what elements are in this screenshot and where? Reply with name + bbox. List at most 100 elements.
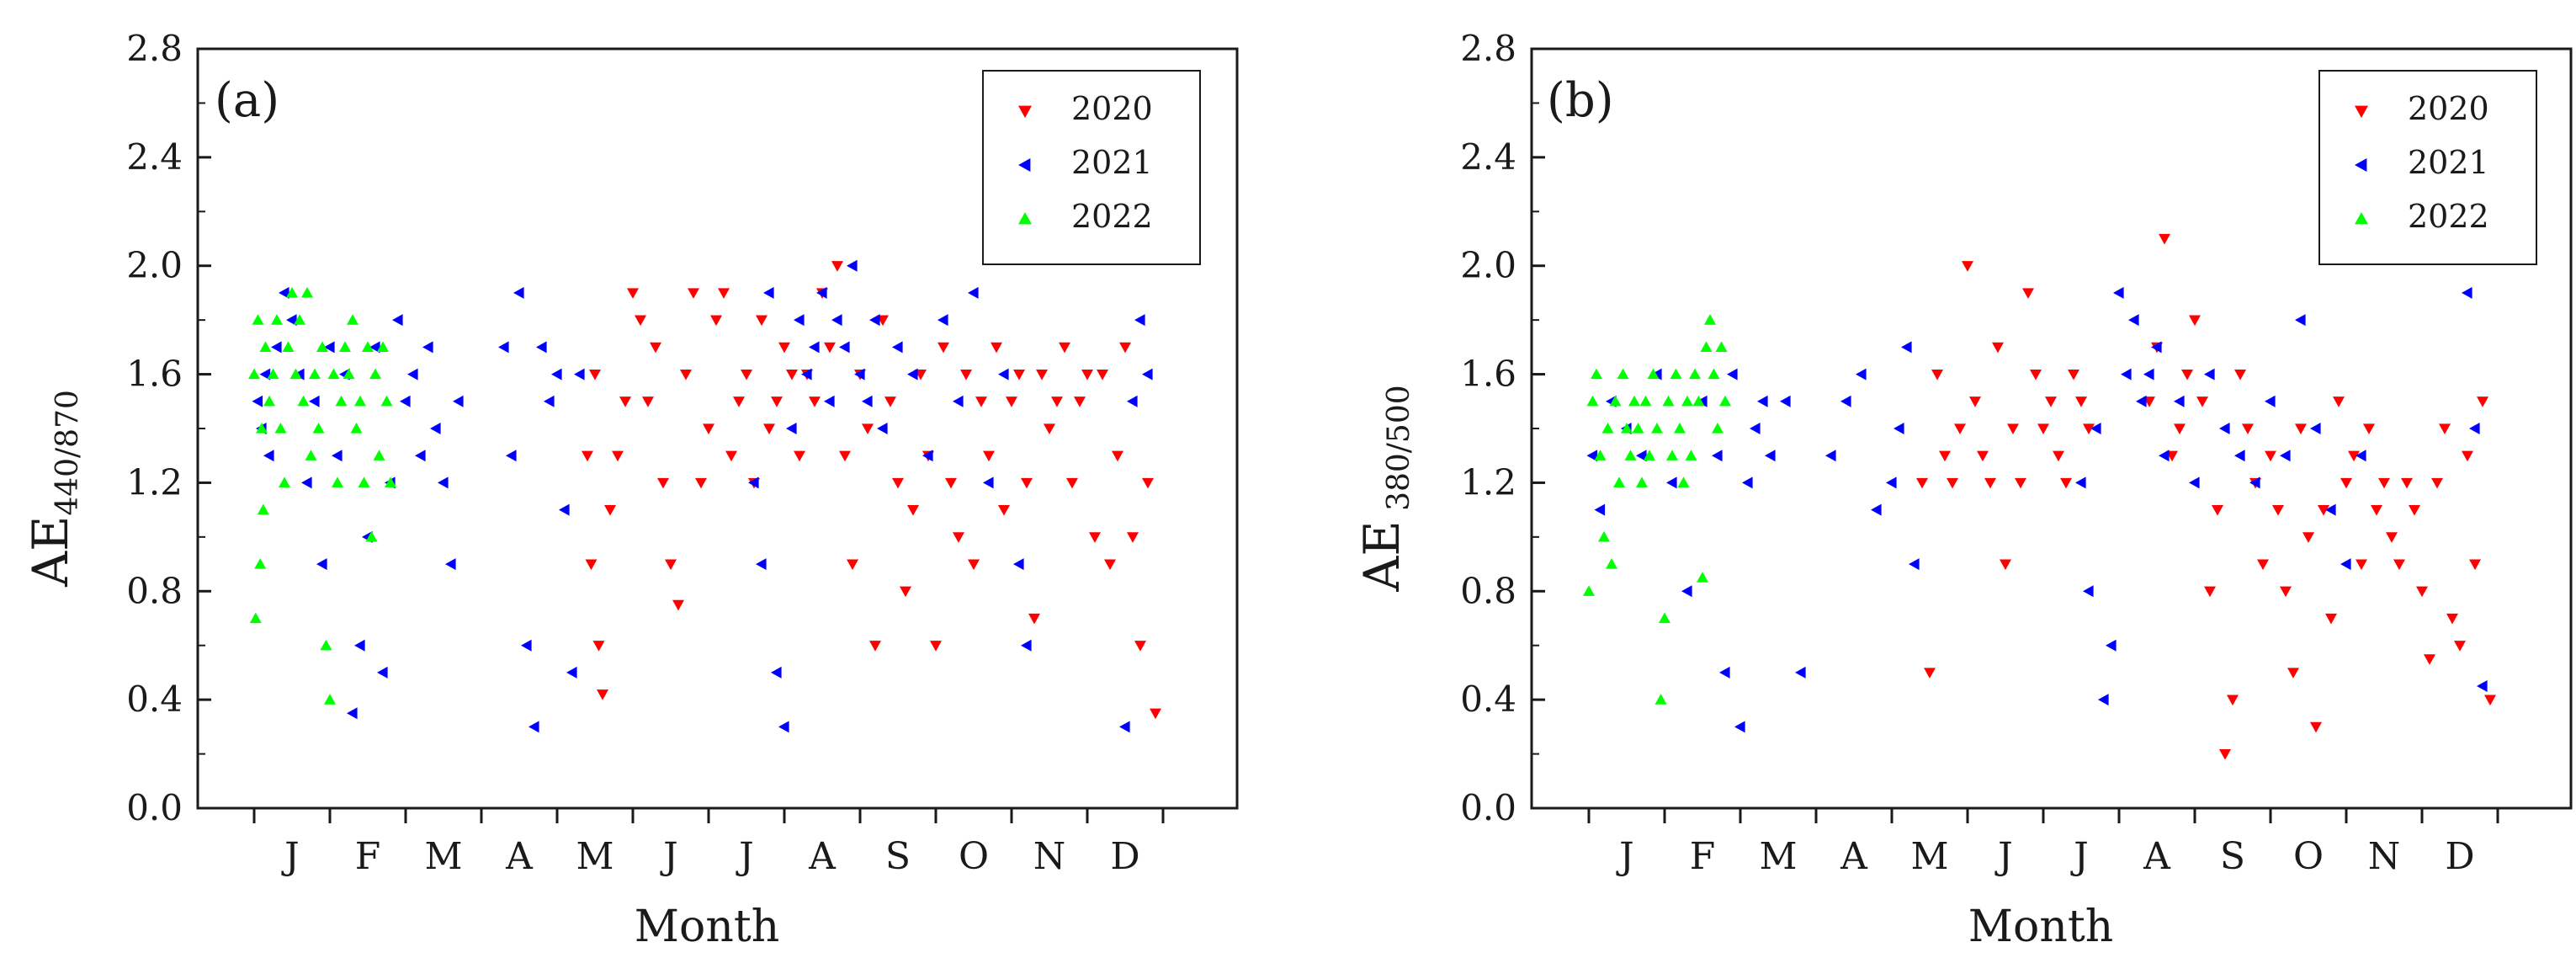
point-2020	[900, 586, 911, 598]
y-axis-title-main: AE	[22, 516, 79, 588]
point-2020	[847, 559, 858, 571]
point-2021	[2098, 694, 2109, 706]
y-tick-label: 1.2	[1460, 461, 1516, 503]
x-tick-label: J	[1994, 835, 2013, 878]
point-2020	[1051, 397, 1063, 407]
point-2021	[1594, 503, 1606, 516]
point-2020	[884, 397, 896, 407]
point-2021	[794, 314, 805, 327]
point-2021	[400, 395, 411, 407]
point-2021	[332, 450, 343, 462]
y-axis-title-main: AE	[1353, 520, 1410, 592]
point-2022	[369, 368, 381, 380]
point-2021	[1901, 341, 1912, 354]
point-2022	[1644, 450, 1655, 460]
y-axis-title: AE 380/500	[1353, 385, 1416, 592]
series-2022	[248, 286, 396, 705]
x-tick-label: J	[281, 835, 300, 878]
point-2021	[953, 395, 964, 407]
x-tick-label: J	[736, 835, 754, 878]
point-2020	[642, 397, 654, 407]
point-2022	[1624, 450, 1637, 460]
y-tick-label: 2.4	[1460, 136, 1516, 178]
point-2022	[354, 395, 366, 407]
x-tick-label: M	[576, 835, 613, 878]
point-2022	[1586, 395, 1599, 407]
point-2020	[2227, 695, 2239, 706]
point-2022	[279, 476, 290, 488]
point-2021	[1825, 450, 1836, 462]
point-2022	[1609, 395, 1622, 407]
point-2020	[1924, 668, 1936, 679]
point-2021	[422, 341, 433, 354]
point-2021	[1719, 666, 1730, 679]
point-2022	[1685, 450, 1697, 460]
legend-label-2020: 2020	[1071, 90, 1153, 127]
point-2022	[1662, 395, 1675, 407]
legend: 2020 2021 2022	[2318, 70, 2537, 265]
y-tick-label: 1.2	[126, 461, 183, 503]
point-2021	[869, 314, 880, 327]
y-tick-label: 2.0	[1460, 245, 1516, 286]
point-2020	[710, 315, 722, 327]
point-2020	[2446, 613, 2458, 625]
point-2021	[1886, 476, 1897, 489]
point-2021	[748, 476, 759, 489]
point-2020	[725, 450, 737, 462]
point-2020	[945, 477, 957, 489]
point-2021	[263, 450, 274, 462]
y-tick-label: 2.4	[126, 136, 183, 178]
point-2022	[259, 341, 272, 352]
point-2020	[2159, 233, 2170, 245]
point-2020	[619, 397, 631, 407]
legend-label-2021: 2021	[2408, 144, 2489, 181]
point-2020	[2477, 397, 2488, 407]
point-2021	[513, 286, 524, 299]
point-2020	[665, 559, 677, 571]
point-2021	[1795, 666, 1806, 679]
x-tick-label: A	[505, 835, 534, 878]
point-2021	[763, 286, 774, 299]
point-2021	[2090, 423, 2101, 434]
point-2020	[1074, 397, 1086, 407]
point-2021	[506, 450, 517, 462]
point-2021	[2477, 680, 2488, 693]
point-2020	[2000, 559, 2011, 571]
point-2022	[294, 314, 305, 325]
x-tick-label: F	[1690, 835, 1716, 878]
point-2022	[254, 558, 267, 569]
point-2021	[998, 368, 1009, 381]
point-2020	[778, 342, 790, 354]
point-2021	[1127, 395, 1138, 407]
point-2020	[2462, 450, 2473, 462]
point-2021	[1840, 395, 1851, 407]
point-2020	[2189, 315, 2201, 327]
x-tick-label: M	[1759, 835, 1797, 878]
point-2020	[869, 641, 881, 652]
series-2022	[1583, 314, 1731, 705]
point-2020	[1931, 369, 1943, 381]
point-2020	[968, 559, 980, 571]
point-2020	[1992, 342, 2004, 354]
point-2021	[566, 666, 577, 679]
point-2022	[1594, 450, 1607, 460]
point-2021	[2310, 423, 2321, 434]
point-2021	[771, 666, 782, 679]
point-2020	[1977, 450, 1989, 462]
x-axis-title: Month	[1968, 902, 2113, 952]
point-2021	[2280, 450, 2291, 462]
point-2021	[2075, 476, 2086, 489]
point-2020	[2393, 559, 2405, 571]
point-2021	[877, 423, 888, 434]
point-2020	[1059, 342, 1070, 354]
point-2022	[347, 314, 359, 325]
x-tick-label: M	[424, 835, 462, 878]
point-2022	[343, 368, 355, 380]
point-2020	[688, 288, 699, 299]
point-2022	[312, 423, 325, 434]
point-2021	[2219, 423, 2230, 434]
point-2020	[1112, 450, 1123, 462]
point-2022	[1617, 368, 1629, 380]
point-2022	[316, 341, 328, 352]
point-2021	[2128, 314, 2139, 327]
